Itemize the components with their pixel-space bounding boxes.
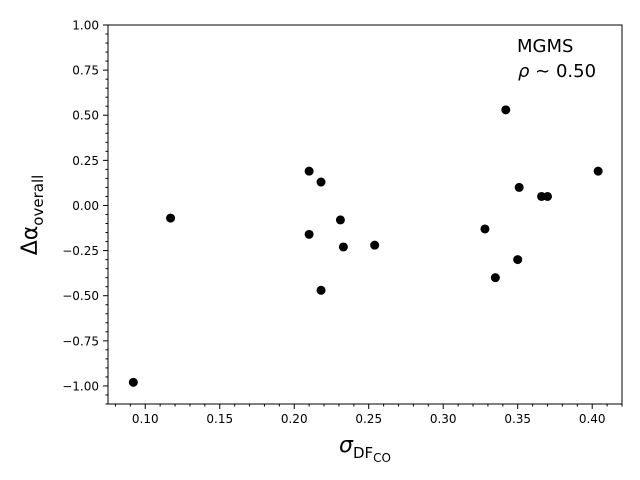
y-tick-label: −0.75 bbox=[62, 334, 99, 348]
y-axis-label: Δαoverall bbox=[18, 175, 47, 256]
x-axis-label: σDFCO bbox=[339, 433, 391, 465]
y-tick-label: −0.25 bbox=[62, 244, 99, 258]
data-point bbox=[490, 273, 500, 283]
x-tick-label: 0.20 bbox=[281, 412, 308, 426]
x-tick-label: 0.35 bbox=[504, 412, 531, 426]
annotation-label: MGMS bbox=[517, 36, 573, 57]
y-tick-label: 0.25 bbox=[72, 154, 99, 168]
major-ticks: 0.10 0.15 0.20 0.25 0.30 0.35 0.40 1.00 0.75 0.50… bbox=[62, 19, 605, 427]
data-point bbox=[316, 285, 326, 295]
data-point bbox=[304, 166, 314, 176]
y-tick-label: −0.50 bbox=[62, 289, 99, 303]
plot-frame bbox=[107, 24, 623, 405]
data-point bbox=[316, 177, 326, 187]
data-point bbox=[338, 242, 348, 252]
annotation-correlation: ρ ∼ 0.50 bbox=[518, 61, 596, 82]
data-point bbox=[128, 377, 138, 387]
minor-ticks bbox=[105, 33, 623, 407]
data-point bbox=[166, 213, 176, 223]
data-point bbox=[480, 224, 490, 234]
data-point bbox=[370, 240, 380, 250]
data-point bbox=[514, 182, 524, 192]
x-tick-label: 0.25 bbox=[355, 412, 382, 426]
y-tick-label: 0.50 bbox=[72, 109, 99, 123]
y-tick-label: −1.00 bbox=[62, 379, 99, 393]
y-tick-label: 0.00 bbox=[72, 199, 99, 213]
data-point bbox=[501, 105, 511, 115]
y-tick-label: 1.00 bbox=[72, 19, 99, 33]
data-point bbox=[335, 215, 345, 225]
x-tick-label: 0.10 bbox=[132, 412, 159, 426]
data-point bbox=[593, 166, 603, 176]
data-point bbox=[304, 229, 314, 239]
data-point bbox=[513, 255, 523, 265]
data-points bbox=[128, 105, 603, 387]
x-tick-label: 0.30 bbox=[430, 412, 457, 426]
x-tick-label: 0.15 bbox=[206, 412, 233, 426]
data-point bbox=[543, 191, 553, 201]
x-tick-label: 0.40 bbox=[579, 412, 606, 426]
y-tick-label: 0.75 bbox=[72, 64, 99, 78]
